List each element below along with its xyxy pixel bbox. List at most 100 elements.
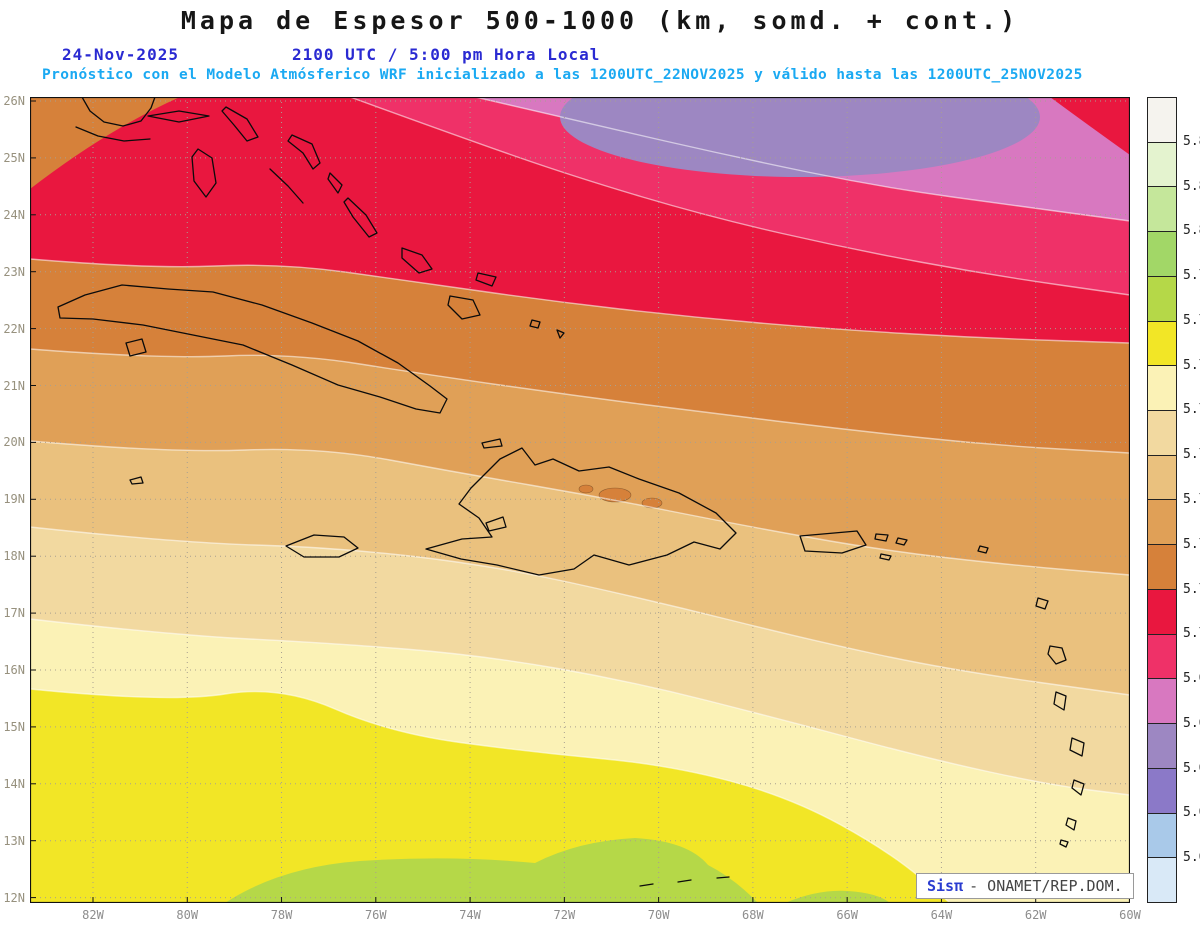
lat-label: 17N	[3, 606, 25, 621]
contour-line	[30, 440, 1130, 576]
colorbar-segment	[1148, 411, 1176, 456]
colorbar-label: 5.688	[1183, 671, 1200, 687]
coastline	[874, 533, 889, 542]
colorbar-segment	[1148, 187, 1176, 233]
coastline	[1059, 839, 1069, 848]
contour-line	[30, 618, 1130, 796]
colorbar-segment	[1148, 679, 1176, 725]
coastline	[81, 97, 156, 127]
lat-label: 25N	[3, 150, 25, 165]
coastline	[447, 295, 481, 320]
lon-label: 66W	[836, 908, 858, 922]
lat-label: 16N	[3, 663, 25, 677]
contour-lines	[30, 97, 1130, 903]
colorbar-label: 5.676	[1183, 715, 1200, 731]
colorbar-segment	[1148, 455, 1176, 501]
colorbar-segment	[1148, 858, 1176, 902]
colorbar-segment	[1148, 321, 1176, 367]
coastline	[481, 438, 503, 449]
lon-label: 80W	[176, 908, 199, 922]
coastline	[287, 134, 321, 170]
colorbar	[1147, 97, 1177, 903]
attribution-brand: Sisπ	[927, 877, 964, 895]
map-border	[30, 97, 1130, 903]
attribution-box: Sisπ - ONAMET/REP.DOM.	[916, 873, 1134, 899]
coastline	[57, 284, 448, 414]
colorbar-label: 5.819	[1183, 178, 1200, 194]
colorbar-label: 5.712	[1183, 581, 1200, 597]
colorbar-segment	[1148, 366, 1176, 412]
lon-label: 72W	[553, 908, 576, 922]
coastline	[343, 197, 378, 238]
colorbar-segment	[1148, 724, 1176, 769]
contour-line	[30, 526, 1130, 696]
lat-label: 18N	[3, 549, 25, 564]
coastline	[1065, 817, 1077, 831]
coastline	[425, 447, 737, 576]
coastline	[1047, 645, 1067, 665]
coastline	[639, 883, 654, 887]
colorbar-label: 5.664	[1183, 760, 1200, 776]
colorbar-label: 5.76	[1183, 402, 1200, 418]
lon-label: 78W	[270, 908, 293, 922]
colorbar-segment	[1148, 634, 1176, 680]
colorbar-label: 5.64	[1183, 850, 1200, 866]
attribution-org: - ONAMET/REP.DOM.	[969, 877, 1123, 895]
coastline	[1071, 779, 1085, 796]
coastline	[221, 106, 259, 142]
colorbar-label: 5.7	[1183, 626, 1200, 642]
colorbar-labels: 5.831 5.819 5.807 5.795 5.783 5.772 5.76 5.748 5…	[1183, 97, 1200, 903]
lon-label: 82W	[82, 908, 104, 922]
time-label: 2100 UTC / 5:00 pm Hora Local	[292, 45, 601, 64]
coastline	[556, 329, 565, 339]
contour-line	[349, 97, 1130, 296]
coastline	[475, 272, 497, 287]
colorbar-segment	[1148, 98, 1176, 143]
lat-label: 21N	[3, 378, 25, 393]
map-area	[30, 97, 1130, 903]
coastline	[1053, 691, 1067, 711]
coastline	[269, 168, 304, 204]
colorbar-segment	[1148, 232, 1176, 277]
coastline	[75, 126, 151, 142]
map-canvas	[30, 97, 1130, 903]
colorbar-label: 5.736	[1183, 492, 1200, 507]
coastline	[716, 876, 730, 879]
lon-label: 74W	[459, 908, 481, 922]
page-title: Mapa de Espesor 500-1000 (km, somd. + co…	[180, 6, 1020, 35]
lon-label: 60W	[1119, 908, 1141, 922]
lon-label: 76W	[364, 908, 387, 922]
lon-label: 68W	[742, 908, 764, 922]
coastline	[977, 545, 989, 554]
lat-label: 24N	[3, 207, 25, 222]
colorbar-segment	[1148, 142, 1176, 188]
lon-label: 64W	[930, 908, 953, 922]
date-label: 24-Nov-2025	[62, 45, 179, 64]
lat-label: 19N	[3, 492, 25, 507]
lon-axis: 82W 80W 78W 76W 74W 72W 70W 68W 66W 64W 62W 60W	[30, 906, 1141, 924]
coastline	[191, 148, 217, 198]
coastline	[1069, 737, 1085, 757]
colorbar-label: 5.724	[1183, 536, 1200, 552]
contour-line	[30, 348, 1130, 454]
coastline	[879, 553, 892, 561]
colorbar-segment	[1148, 276, 1176, 322]
lon-label: 62W	[1024, 908, 1047, 922]
coastline	[529, 319, 541, 329]
lat-axis: 26N 25N 24N 23N 22N 21N 20N 19N 18N 17N 16N 15N 14N 1…	[0, 94, 27, 905]
coastline	[401, 247, 433, 274]
coastline	[285, 534, 359, 558]
contour-line	[30, 258, 1130, 344]
colorbar-segment	[1148, 813, 1176, 859]
lat-label: 15N	[3, 719, 25, 734]
lat-label: 22N	[3, 321, 25, 336]
colorbar-label: 5.795	[1183, 268, 1200, 284]
grid-lines	[30, 97, 1130, 903]
lat-label: 20N	[3, 435, 25, 450]
colorbar-label: 5.772	[1183, 357, 1200, 373]
lat-label: 12N	[3, 890, 25, 905]
lat-label: 13N	[3, 833, 25, 848]
coastline	[147, 110, 210, 123]
contour-line	[30, 688, 951, 903]
